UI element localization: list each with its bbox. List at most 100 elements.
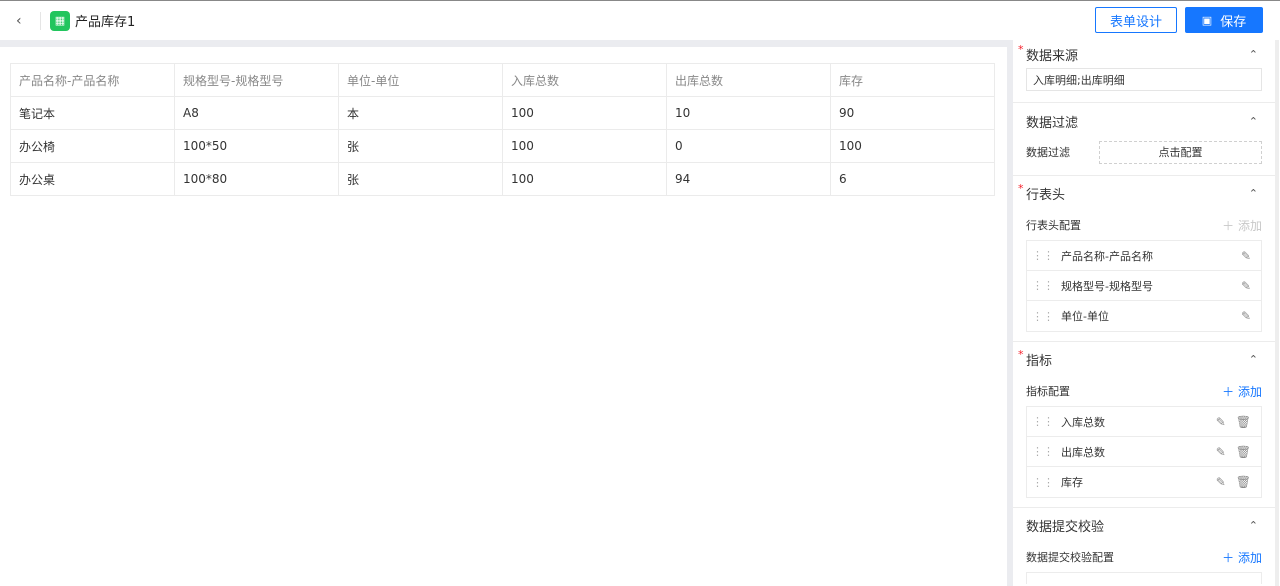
header-row: 产品名称-产品名称 规格型号-规格型号 单位-单位 入库总数 出库总数 库存: [10, 63, 995, 97]
table-cell: 办公桌: [10, 162, 175, 196]
table-cell: 本: [338, 96, 503, 130]
delete-icon[interactable]: 🗑: [1235, 444, 1251, 459]
report-app-icon: ▦: [50, 10, 70, 31]
add-row-header-button[interactable]: ＋ 添加: [1222, 218, 1262, 233]
list-item: ⋮⋮ 入库总数 ✎ 🗑: [1027, 407, 1261, 437]
table-row: 笔记本 A8 本 100 10 90: [10, 96, 995, 130]
config-panel: * 数据来源 ⌃ 入库明细;出库明细 数据过滤 ⌃ 数据过滤 点击配置 * 行表头 ⌃ 行表…: [1013, 40, 1280, 586]
column-header: 产品名称-产品名称: [10, 63, 175, 97]
drag-handle-icon[interactable]: ⋮⋮: [1032, 475, 1054, 489]
drag-handle-icon[interactable]: ⋮⋮: [1032, 309, 1054, 323]
chevron-up-icon[interactable]: ⌃: [1248, 352, 1258, 366]
report-preview: 产品名称-产品名称 规格型号-规格型号 单位-单位 入库总数 出库总数 库存 笔记本 A8 本…: [0, 47, 1007, 586]
save-label: 保存: [1220, 14, 1247, 30]
list-item: ⋮⋮ 单位-单位 ✎: [1027, 301, 1261, 331]
section-title: 数据提交校验: [1026, 519, 1105, 535]
required-mark: *: [1018, 43, 1024, 56]
edit-icon[interactable]: ✎: [1240, 248, 1251, 263]
save-icon: ▣: [1201, 13, 1213, 27]
add-label: 添加: [1237, 218, 1262, 233]
add-label: 添加: [1237, 384, 1262, 399]
column-header: 入库总数: [502, 63, 667, 97]
validation-list: [1026, 572, 1262, 584]
drag-handle-icon[interactable]: ⋮⋮: [1032, 249, 1054, 262]
metric-list: ⋮⋮ 入库总数 ✎ 🗑 ⋮⋮ 出库总数 ✎ 🗑 ⋮⋮ 库存 ✎ 🗑: [1026, 406, 1262, 498]
edit-icon[interactable]: ✎: [1215, 475, 1226, 489]
row-header-list: ⋮⋮ 产品名称-产品名称 ✎ ⋮⋮ 规格型号-规格型号 ✎ ⋮⋮ 单位-单位 ✎: [1026, 240, 1262, 332]
drag-handle-icon[interactable]: ⋮⋮: [1032, 445, 1054, 458]
data-table: 产品名称-产品名称 规格型号-规格型号 单位-单位 入库总数 出库总数 库存 笔记本 A8 本…: [10, 63, 995, 196]
column-header: 单位-单位: [338, 63, 503, 97]
drag-handle-icon[interactable]: ⋮⋮: [1032, 415, 1054, 428]
item-label: 库存: [1061, 476, 1083, 489]
drag-handle-icon[interactable]: ⋮⋮: [1032, 279, 1054, 292]
section-data-filter: 数据过滤 ⌃ 数据过滤 点击配置: [1013, 103, 1275, 176]
table-cell: 0: [666, 129, 831, 163]
chevron-up-icon[interactable]: ⌃: [1248, 518, 1258, 532]
edit-icon[interactable]: ✎: [1240, 309, 1251, 323]
section-submit-validation: 数据提交校验 ⌃ 数据提交校验配置 ＋ 添加: [1013, 508, 1275, 584]
table-cell: 100: [502, 96, 667, 130]
item-label: 规格型号-规格型号: [1061, 279, 1153, 293]
edit-icon[interactable]: ✎: [1240, 278, 1251, 293]
table-cell: 张: [338, 129, 503, 163]
window-top-border: [0, 0, 1280, 1]
chevron-up-icon[interactable]: ⌃: [1248, 47, 1258, 61]
config-label: 行表头配置: [1026, 219, 1081, 232]
divider: [40, 11, 41, 30]
table-cell: 6: [830, 162, 995, 196]
filter-label: 数据过滤: [1026, 146, 1070, 159]
toolbar-gap: [0, 40, 1007, 47]
table-cell: 办公椅: [10, 129, 175, 163]
page-title: 产品库存1: [75, 15, 136, 30]
table-cell: 100: [830, 129, 995, 163]
edit-icon[interactable]: ✎: [1215, 444, 1226, 459]
form-design-button[interactable]: 表单设计: [1095, 7, 1177, 33]
add-validation-button[interactable]: ＋ 添加: [1222, 550, 1262, 565]
column-header: 库存: [830, 63, 995, 97]
data-source-input[interactable]: 入库明细;出库明细: [1026, 68, 1262, 91]
edit-icon[interactable]: ✎: [1215, 414, 1226, 429]
section-metrics: * 指标 ⌃ 指标配置 ＋ 添加 ⋮⋮ 入库总数 ✎ 🗑 ⋮⋮ 出库总数 ✎ 🗑 ⋮⋮ 库存 ✎ 🗑: [1013, 342, 1275, 508]
list-item: ⋮⋮ 规格型号-规格型号 ✎: [1027, 271, 1261, 301]
list-item: ⋮⋮ 库存 ✎ 🗑: [1027, 467, 1261, 497]
section-title: 行表头: [1026, 187, 1066, 203]
required-mark: *: [1018, 348, 1024, 361]
panel-scrollbar[interactable]: [1275, 40, 1279, 586]
table-row: 办公桌 100*80 张 100 94 6: [10, 162, 995, 196]
panel-divider[interactable]: [1007, 40, 1013, 586]
table-cell: 100: [502, 162, 667, 196]
table-cell: 笔记本: [10, 96, 175, 130]
top-bar: ‹ ▦ 产品库存1: [0, 1, 1280, 40]
configure-filter-button[interactable]: 点击配置: [1099, 140, 1262, 164]
section-row-header: * 行表头 ⌃ 行表头配置 ＋ 添加 ⋮⋮ 产品名称-产品名称 ✎ ⋮⋮ 规格型号-规格型号 ✎…: [1013, 176, 1275, 342]
save-button[interactable]: ▣ 保存: [1185, 7, 1263, 33]
delete-icon[interactable]: 🗑: [1235, 475, 1251, 489]
section-title: 数据来源: [1026, 48, 1079, 64]
add-label: 添加: [1237, 550, 1262, 565]
table-cell: 10: [666, 96, 831, 130]
list-item: ⋮⋮ 产品名称-产品名称 ✎: [1027, 241, 1261, 271]
item-label: 出库总数: [1061, 445, 1105, 459]
delete-icon[interactable]: 🗑: [1235, 414, 1251, 429]
config-label: 数据提交校验配置: [1026, 551, 1114, 564]
table-cell: 90: [830, 96, 995, 130]
section-title: 数据过滤: [1026, 115, 1079, 131]
column-header: 出库总数: [666, 63, 831, 97]
list-item: ⋮⋮ 出库总数 ✎ 🗑: [1027, 437, 1261, 467]
table-cell: A8: [174, 96, 339, 130]
table-cell: 94: [666, 162, 831, 196]
section-data-source: * 数据来源 ⌃ 入库明细;出库明细: [1013, 40, 1275, 103]
item-label: 单位-单位: [1061, 310, 1109, 323]
table-row: 办公椅 100*50 张 100 0 100: [10, 129, 995, 163]
column-header: 规格型号-规格型号: [174, 63, 339, 97]
table-cell: 100*50: [174, 129, 339, 163]
item-label: 产品名称-产品名称: [1061, 249, 1153, 263]
item-label: 入库总数: [1061, 415, 1105, 429]
back-icon[interactable]: ‹: [16, 12, 22, 29]
chevron-up-icon[interactable]: ⌃: [1248, 186, 1258, 200]
chevron-up-icon[interactable]: ⌃: [1248, 114, 1258, 128]
add-metric-button[interactable]: ＋ 添加: [1222, 384, 1262, 399]
config-label: 指标配置: [1026, 385, 1070, 398]
table-cell: 100*80: [174, 162, 339, 196]
